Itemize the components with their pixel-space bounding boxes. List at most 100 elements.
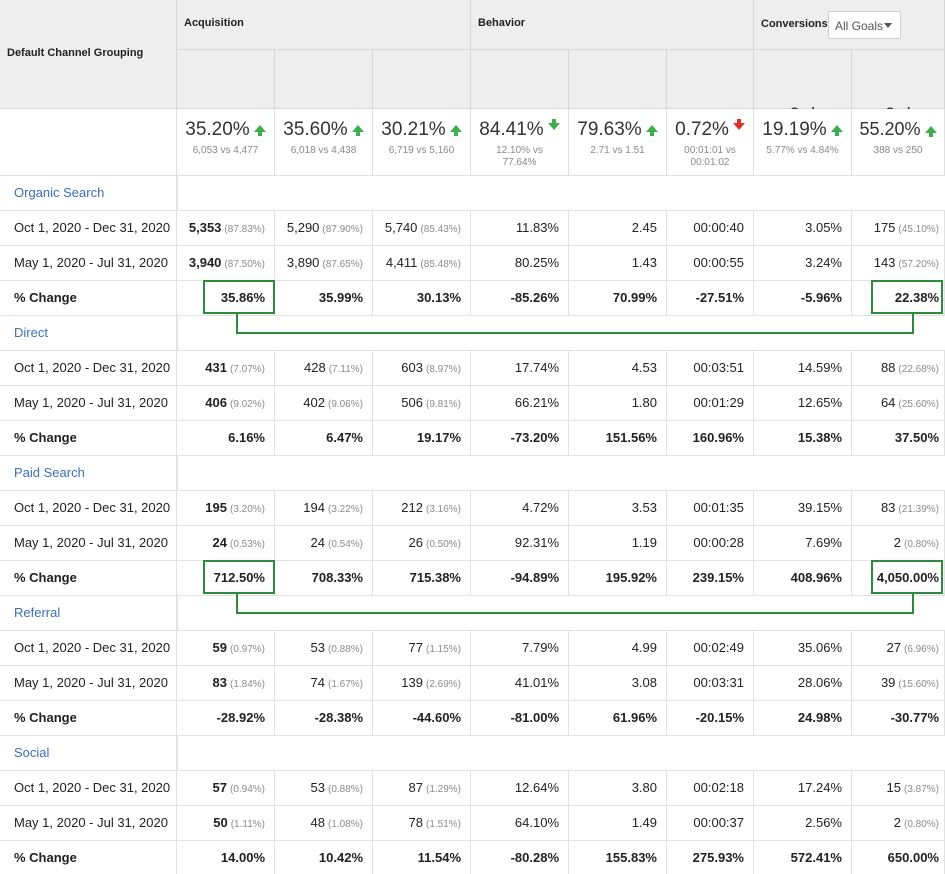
table-cell-avg-session-duration: 00:00:40 (667, 211, 754, 246)
cell-value: 212 (401, 500, 423, 515)
column-header-pages-session[interactable]: Pages / Session? (569, 50, 667, 146)
total-compare-text: 6,053 vs 4,477 (192, 145, 259, 156)
total-change-value: 30.21% (373, 119, 470, 141)
table-cell-users: 6.16% (177, 421, 275, 456)
total-change-value: 79.63% (569, 119, 666, 141)
table-cell-goal-conversion-rate: 2.56% (754, 806, 852, 841)
group-behavior: Behavior (471, 0, 754, 50)
cell-value: 35.86% (220, 290, 265, 305)
cell-percent: (0.50%) (425, 539, 461, 550)
cell-value: 39.15% (797, 500, 842, 515)
cell-value: 151.56% (605, 430, 657, 445)
column-header-users[interactable]: Users?↓ (177, 50, 275, 140)
cell-value: 1.19 (631, 535, 657, 550)
table-cell-pages-session: 61.96% (569, 701, 667, 736)
table-cell-goal-completions: 175 (45.10%) (852, 211, 945, 246)
column-header-bounce-rate[interactable]: Bounce Rate? (471, 50, 569, 146)
channel-row-social[interactable]: Social (0, 736, 177, 771)
cell-percent: (7.11%) (328, 364, 363, 375)
cell-value: 17.24% (797, 780, 842, 795)
cell-value: 11.54% (417, 850, 461, 865)
date-range-label: Oct 1, 2020 - Dec 31, 2020 (0, 491, 177, 526)
table-cell-new-users: 10.42% (275, 841, 373, 874)
percent-change-label: % Change (0, 421, 177, 456)
cell-value: 10.42% (318, 850, 363, 865)
table-cell-pages-session: 4.99 (569, 631, 667, 666)
cell-percent: (9.02%) (229, 399, 265, 410)
cell-percent: (0.97%) (229, 644, 265, 655)
cell-value: 15 (886, 780, 901, 795)
total-compare-text: 6,719 vs 5,160 (388, 145, 455, 156)
table-cell-sessions: 78 (1.51%) (373, 806, 471, 841)
date-range-label: May 1, 2020 - Jul 31, 2020 (0, 246, 177, 281)
column-header-avg-session-duration[interactable]: Avg. Session DurationAvg. SessionDuratio… (667, 50, 754, 147)
table-cell-pages-session: 155.83% (569, 841, 667, 874)
goal-select[interactable]: All Goals (828, 11, 901, 39)
column-header-new-users[interactable]: New Users? (275, 50, 373, 139)
table-cell-goal-completions: 27 (6.96%) (852, 631, 945, 666)
table-cell-avg-session-duration: 160.96% (667, 421, 754, 456)
table-cell-pages-session: 3.53 (569, 491, 667, 526)
total-compare-text: 12.10% vs (496, 145, 543, 156)
table-cell-bounce-rate: -80.28% (471, 841, 569, 874)
cell-value: 22.38% (894, 290, 939, 305)
table-cell-new-users: 5,290 (87.90%) (275, 211, 373, 246)
cell-percent: (0.88%) (327, 644, 363, 655)
channel-row-referral[interactable]: Referral (0, 596, 177, 631)
table-cell-goal-conversion-rate: -5.96% (754, 281, 852, 316)
channel-row-blank (177, 176, 945, 211)
highlight-connector-paid (236, 594, 914, 614)
total-change-value: 55.20% (852, 119, 944, 140)
table-cell-goal-conversion-rate: 14.59% (754, 351, 852, 386)
arrow-up-icon (253, 125, 266, 137)
cell-percent: (7.07%) (229, 364, 265, 375)
cell-percent: (0.53%) (229, 539, 265, 550)
cell-value: 2 (893, 815, 901, 830)
cell-percent: (22.68%) (898, 364, 939, 375)
cell-value: 7.69% (805, 535, 842, 550)
table-cell-new-users: 708.33% (275, 561, 373, 596)
table-cell-bounce-rate: 41.01% (471, 666, 569, 701)
cell-value: 37.50% (894, 430, 939, 445)
table-cell-avg-session-duration: 00:03:51 (667, 351, 754, 386)
goal-select-value: All Goals (835, 19, 884, 33)
table-cell-pages-session: 1.80 (569, 386, 667, 421)
channel-row-paid-search[interactable]: Paid Search (0, 456, 177, 491)
cell-percent: (0.94%) (229, 784, 265, 795)
table-cell-sessions: 19.17% (373, 421, 471, 456)
total-change-value: 84.41% (471, 119, 568, 141)
total-compare-text-2: 77.64% (502, 157, 537, 168)
cell-value: 3,940 (188, 255, 222, 270)
table-cell-goal-completions: 15 (3.87%) (852, 771, 945, 806)
column-header-goal-completions[interactable]: Goal CompletionsGoalCompletions? (852, 50, 945, 148)
cell-value: 00:00:40 (693, 220, 744, 235)
dimension-header[interactable]: Default Channel Grouping (0, 0, 177, 109)
cell-value: 3.53 (631, 500, 657, 515)
cell-value: 00:01:29 (693, 395, 744, 410)
cell-value: 27 (886, 640, 901, 655)
cell-percent: (3.16%) (425, 504, 461, 515)
table-cell-bounce-rate: 80.25% (471, 246, 569, 281)
table-cell-users: 5,353 (87.83%) (177, 211, 275, 246)
cell-value: 239.15% (692, 570, 744, 585)
column-header-sessions[interactable]: Sessions? (373, 50, 471, 139)
channel-row-direct[interactable]: Direct (0, 316, 177, 351)
total-cell-new-users: 35.60% 6,018 vs 4,438 (275, 109, 373, 176)
table-cell-bounce-rate: -73.20% (471, 421, 569, 456)
table-cell-new-users: 48 (1.08%) (275, 806, 373, 841)
cell-value: 28.06% (797, 675, 842, 690)
table-cell-bounce-rate: 17.74% (471, 351, 569, 386)
cell-value: 53 (310, 780, 325, 795)
cell-value: -80.28% (510, 850, 559, 865)
table-cell-sessions: 87 (1.29%) (373, 771, 471, 806)
table-cell-users: 57 (0.94%) (177, 771, 275, 806)
highlight-box-organic-completions (871, 280, 943, 314)
cell-value: 24 (310, 535, 325, 550)
cell-value: 57 (212, 780, 227, 795)
channel-row-blank (177, 736, 945, 771)
table-cell-goal-completions: 39 (15.60%) (852, 666, 945, 701)
total-cell-goal-completions: 55.20% 388 vs 250 (852, 109, 945, 176)
channel-row-organic-search[interactable]: Organic Search (0, 176, 177, 211)
column-header-goal-conversion-rate[interactable]: Goal Conversion RateGoalConversionRate? (754, 50, 852, 145)
date-range-label: Oct 1, 2020 - Dec 31, 2020 (0, 771, 177, 806)
